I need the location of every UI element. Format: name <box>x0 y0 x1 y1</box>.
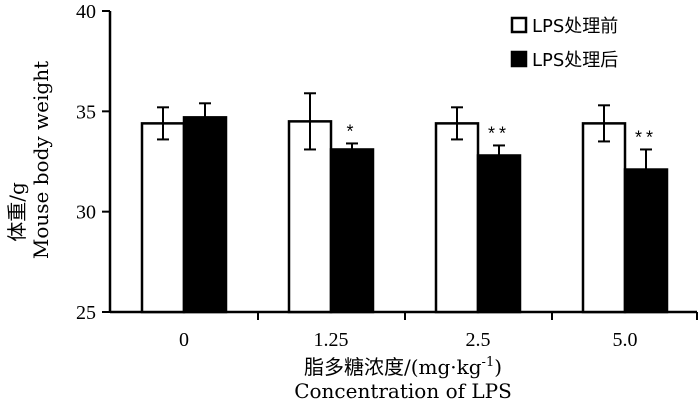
bar-before <box>140 122 186 314</box>
bar-before <box>581 122 627 314</box>
y-axis-label-cn: 体重/g <box>5 182 29 242</box>
y-tick-label: 30 <box>76 202 96 224</box>
legend-item-after: LPS处理后 <box>510 50 618 71</box>
x-axis-label-cn-sup: -1 <box>482 355 495 370</box>
x-tick-label: 5.0 <box>613 329 638 351</box>
y-axis-label-en: Mouse body weight <box>29 61 53 259</box>
legend: LPS处理前 LPS处理后 <box>510 16 618 71</box>
x-tick-label: 0 <box>179 329 189 351</box>
legend-label-after: LPS处理后 <box>532 50 618 71</box>
legend-swatch-before <box>510 16 528 34</box>
x-tick-label: 2.5 <box>466 329 491 351</box>
x-axis-label-cn: 脂多糖浓度/(mg·kg-1) <box>304 355 502 379</box>
bar-after <box>182 116 228 314</box>
y-tick-label: 25 <box>76 302 96 324</box>
x-tick-label: 1.25 <box>314 329 349 351</box>
legend-swatch-after <box>510 50 528 68</box>
x-ticks: 0 1.25 2.5 5.0 <box>179 312 698 351</box>
y-tick-label: 35 <box>76 101 96 123</box>
x-axis-label-cn-close: ) <box>494 355 502 379</box>
legend-label-before: LPS处理前 <box>532 16 618 37</box>
bar-after <box>623 168 669 314</box>
significance-label: * <box>346 121 357 141</box>
significance-label: ** <box>635 127 657 147</box>
bars: * ** ** <box>140 92 669 314</box>
x-axis-label-en: Concentration of LPS <box>294 379 512 403</box>
bar-after <box>329 148 375 314</box>
y-ticks: 25 30 35 40 <box>76 1 110 324</box>
legend-item-before: LPS处理前 <box>510 16 618 37</box>
significance-label: ** <box>488 123 510 143</box>
x-axis-label-cn-main: 脂多糖浓度/(mg·kg <box>304 355 482 379</box>
y-tick-label: 40 <box>76 1 96 23</box>
bar-after <box>476 154 522 314</box>
bar-before <box>434 122 480 314</box>
